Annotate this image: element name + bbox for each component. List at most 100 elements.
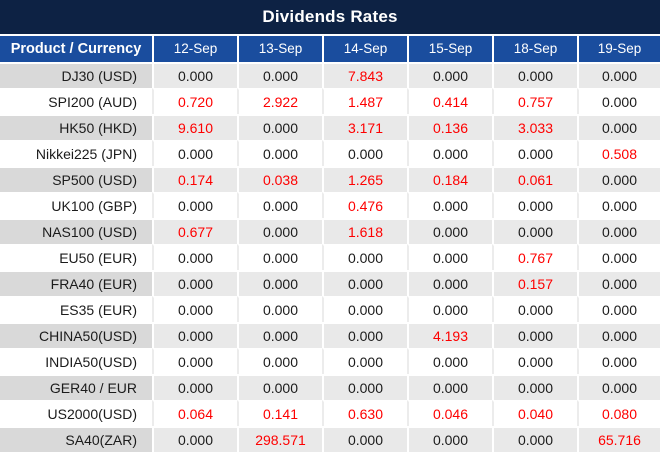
product-cell: GER40 / EUR bbox=[0, 374, 152, 400]
value-cell: 0.000 bbox=[407, 426, 492, 452]
value-cell: 298.571 bbox=[237, 426, 322, 452]
table-row: ES35 (EUR) 0.000 0.000 0.000 0.000 0.000 0.000 bbox=[0, 296, 660, 322]
value-cell: 0.000 bbox=[407, 140, 492, 166]
product-cell: NAS100 (USD) bbox=[0, 218, 152, 244]
column-header-date: 19-Sep bbox=[577, 36, 660, 62]
value-cell: 0.157 bbox=[492, 270, 577, 296]
value-cell: 0.000 bbox=[407, 192, 492, 218]
value-cell: 0.000 bbox=[152, 192, 237, 218]
value-cell: 0.000 bbox=[577, 270, 660, 296]
header-row: Product / Currency 12-Sep 13-Sep 14-Sep 15-S… bbox=[0, 36, 660, 62]
value-cell: 0.000 bbox=[492, 296, 577, 322]
table-title: Dividends Rates bbox=[0, 0, 660, 34]
value-cell: 3.033 bbox=[492, 114, 577, 140]
value-cell: 0.757 bbox=[492, 88, 577, 114]
product-cell: ES35 (EUR) bbox=[0, 296, 152, 322]
value-cell: 0.476 bbox=[322, 192, 407, 218]
table-body: DJ30 (USD) 0.000 0.000 7.843 0.000 0.000 0.000… bbox=[0, 62, 660, 452]
value-cell: 0.000 bbox=[152, 140, 237, 166]
value-cell: 0.064 bbox=[152, 400, 237, 426]
value-cell: 0.000 bbox=[577, 88, 660, 114]
value-cell: 0.000 bbox=[322, 426, 407, 452]
value-cell: 0.000 bbox=[322, 322, 407, 348]
value-cell: 0.000 bbox=[407, 270, 492, 296]
table-row: SPI200 (AUD) 0.720 2.922 1.487 0.414 0.757 0.0… bbox=[0, 88, 660, 114]
value-cell: 0.414 bbox=[407, 88, 492, 114]
value-cell: 0.000 bbox=[237, 192, 322, 218]
value-cell: 0.000 bbox=[407, 62, 492, 88]
column-header-date: 18-Sep bbox=[492, 36, 577, 62]
value-cell: 1.487 bbox=[322, 88, 407, 114]
value-cell: 0.000 bbox=[577, 322, 660, 348]
value-cell: 0.000 bbox=[577, 374, 660, 400]
product-cell: EU50 (EUR) bbox=[0, 244, 152, 270]
value-cell: 0.000 bbox=[237, 114, 322, 140]
value-cell: 0.000 bbox=[322, 348, 407, 374]
value-cell: 1.265 bbox=[322, 166, 407, 192]
value-cell: 0.000 bbox=[577, 348, 660, 374]
dividends-table: Product / Currency 12-Sep 13-Sep 14-Sep 15-S… bbox=[0, 36, 660, 452]
table-row: EU50 (EUR) 0.000 0.000 0.000 0.000 0.767 0.000 bbox=[0, 244, 660, 270]
value-cell: 0.000 bbox=[407, 296, 492, 322]
column-header-product-currency: Product / Currency bbox=[0, 36, 152, 62]
product-cell: US2000(USD) bbox=[0, 400, 152, 426]
value-cell: 0.000 bbox=[577, 166, 660, 192]
product-cell: SPI200 (AUD) bbox=[0, 88, 152, 114]
value-cell: 0.000 bbox=[577, 62, 660, 88]
value-cell: 0.000 bbox=[407, 348, 492, 374]
table-row: DJ30 (USD) 0.000 0.000 7.843 0.000 0.000 0.000 bbox=[0, 62, 660, 88]
value-cell: 0.000 bbox=[577, 114, 660, 140]
value-cell: 0.141 bbox=[237, 400, 322, 426]
value-cell: 0.184 bbox=[407, 166, 492, 192]
table-row: INDIA50(USD) 0.000 0.000 0.000 0.000 0.000 0.0… bbox=[0, 348, 660, 374]
value-cell: 0.000 bbox=[152, 296, 237, 322]
product-cell: FRA40 (EUR) bbox=[0, 270, 152, 296]
value-cell: 0.000 bbox=[237, 218, 322, 244]
value-cell: 0.000 bbox=[322, 270, 407, 296]
value-cell: 0.000 bbox=[492, 426, 577, 452]
product-cell: HK50 (HKD) bbox=[0, 114, 152, 140]
value-cell: 0.000 bbox=[152, 426, 237, 452]
value-cell: 0.000 bbox=[322, 244, 407, 270]
value-cell: 0.000 bbox=[237, 296, 322, 322]
value-cell: 0.000 bbox=[492, 140, 577, 166]
value-cell: 0.000 bbox=[237, 270, 322, 296]
value-cell: 0.720 bbox=[152, 88, 237, 114]
value-cell: 1.618 bbox=[322, 218, 407, 244]
value-cell: 0.000 bbox=[407, 374, 492, 400]
value-cell: 0.000 bbox=[407, 244, 492, 270]
value-cell: 0.000 bbox=[152, 244, 237, 270]
table-row: GER40 / EUR 0.000 0.000 0.000 0.000 0.000 0.00… bbox=[0, 374, 660, 400]
value-cell: 0.061 bbox=[492, 166, 577, 192]
value-cell: 0.000 bbox=[492, 322, 577, 348]
product-cell: CHINA50(USD) bbox=[0, 322, 152, 348]
product-cell: UK100 (GBP) bbox=[0, 192, 152, 218]
value-cell: 0.000 bbox=[237, 140, 322, 166]
value-cell: 0.000 bbox=[577, 192, 660, 218]
table-row: US2000(USD) 0.064 0.141 0.630 0.046 0.040 0.08… bbox=[0, 400, 660, 426]
value-cell: 0.000 bbox=[152, 270, 237, 296]
value-cell: 0.046 bbox=[407, 400, 492, 426]
value-cell: 0.508 bbox=[577, 140, 660, 166]
table-row: HK50 (HKD) 9.610 0.000 3.171 0.136 3.033 0.000 bbox=[0, 114, 660, 140]
value-cell: 4.193 bbox=[407, 322, 492, 348]
value-cell: 0.000 bbox=[322, 374, 407, 400]
column-header-date: 12-Sep bbox=[152, 36, 237, 62]
value-cell: 0.000 bbox=[492, 374, 577, 400]
product-cell: SP500 (USD) bbox=[0, 166, 152, 192]
value-cell: 0.000 bbox=[492, 62, 577, 88]
table-row: UK100 (GBP) 0.000 0.000 0.476 0.000 0.000 0.00… bbox=[0, 192, 660, 218]
value-cell: 7.843 bbox=[322, 62, 407, 88]
value-cell: 0.000 bbox=[152, 374, 237, 400]
value-cell: 0.000 bbox=[407, 218, 492, 244]
value-cell: 0.000 bbox=[237, 322, 322, 348]
value-cell: 3.171 bbox=[322, 114, 407, 140]
value-cell: 2.922 bbox=[237, 88, 322, 114]
value-cell: 0.767 bbox=[492, 244, 577, 270]
value-cell: 9.610 bbox=[152, 114, 237, 140]
product-cell: DJ30 (USD) bbox=[0, 62, 152, 88]
table-row: CHINA50(USD) 0.000 0.000 0.000 4.193 0.000 0.0… bbox=[0, 322, 660, 348]
value-cell: 0.038 bbox=[237, 166, 322, 192]
value-cell: 0.630 bbox=[322, 400, 407, 426]
